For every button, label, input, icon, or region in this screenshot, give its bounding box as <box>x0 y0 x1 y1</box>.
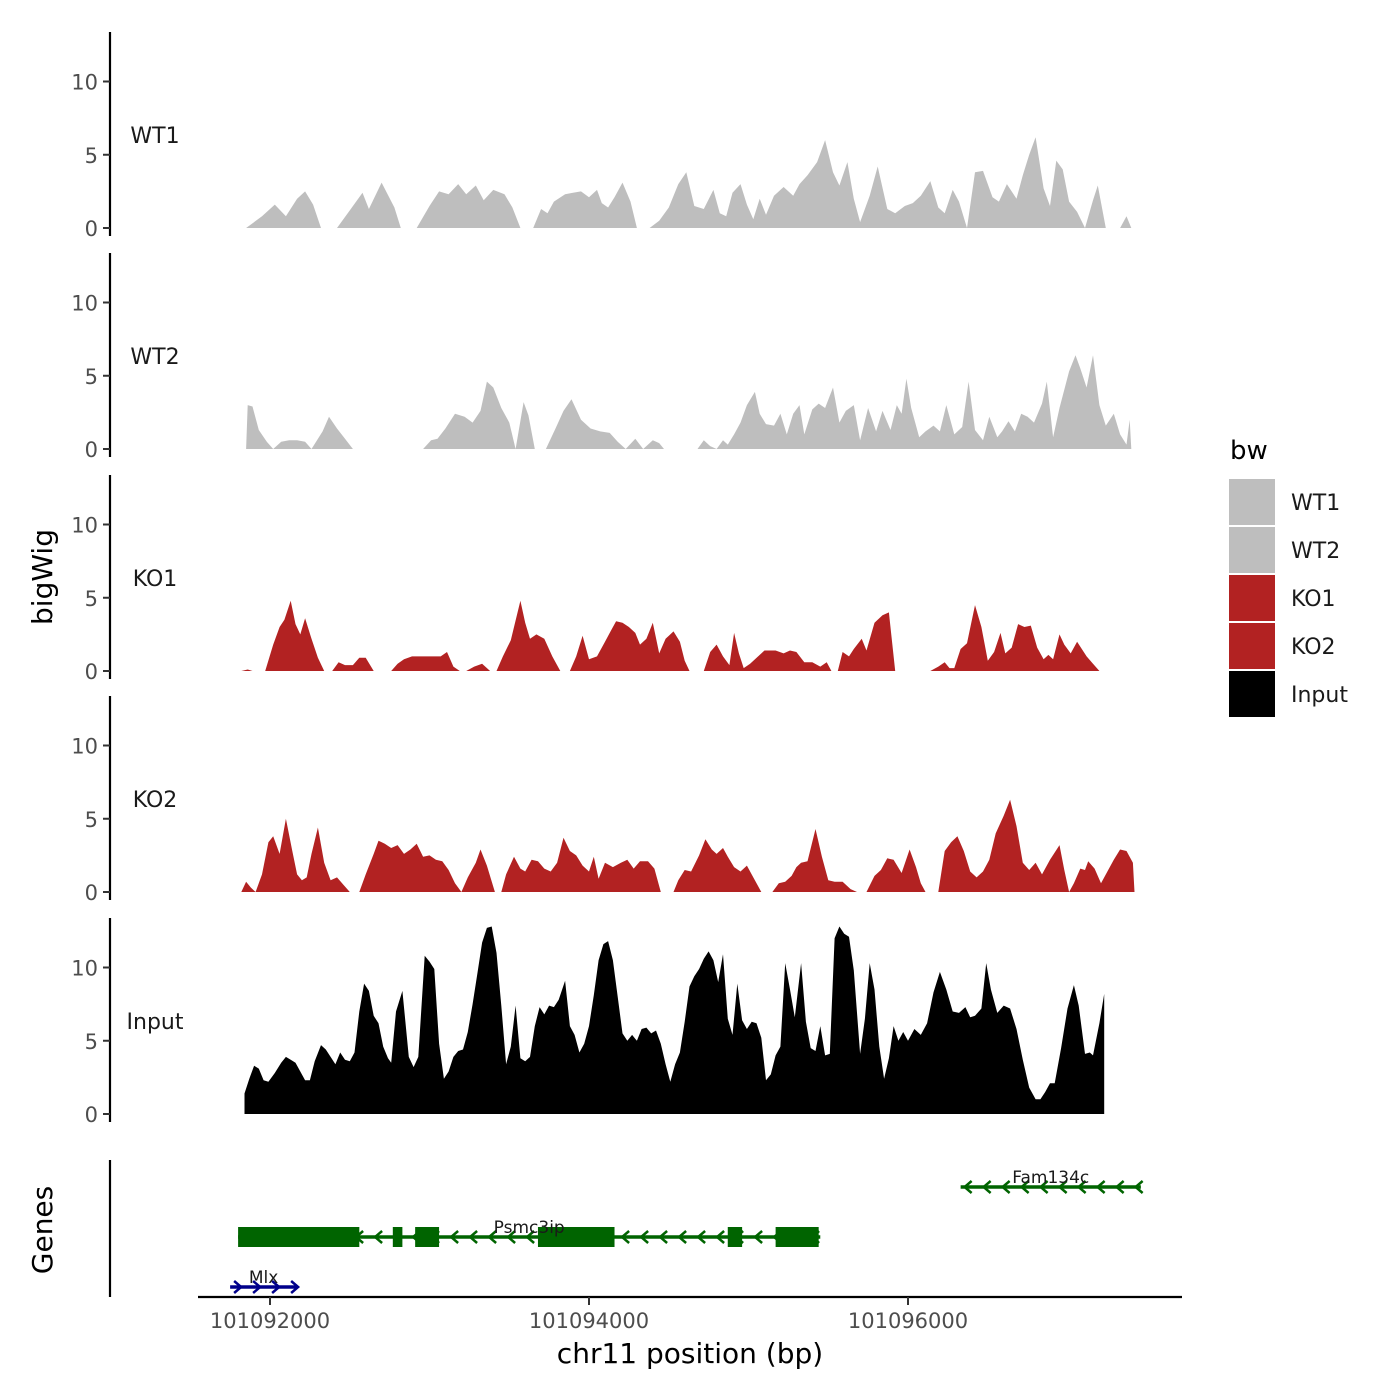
strand-arrow <box>271 1280 282 1294</box>
strand-arrow <box>1133 1180 1144 1194</box>
strand-arrow <box>373 1230 383 1244</box>
x-tick-label: 101096000 <box>848 1309 968 1333</box>
strand-arrow <box>753 1230 763 1244</box>
legend-title: bw <box>1230 436 1268 466</box>
legend-label: Input <box>1291 683 1348 708</box>
y-tick-label: 5 <box>85 587 98 611</box>
strand-arrow <box>290 1280 301 1294</box>
gene-fam134c: Fam134c <box>960 1168 1144 1194</box>
strand-arrow <box>1114 1180 1125 1194</box>
gene-label: Fam134c <box>1012 1168 1089 1188</box>
legend-swatch-ko1 <box>1229 575 1275 621</box>
exon <box>238 1227 360 1247</box>
y-tick-label: 10 <box>71 735 98 759</box>
strand-arrow <box>639 1230 649 1244</box>
strand-arrow <box>715 1230 725 1244</box>
legend-swatch-wt2 <box>1229 527 1275 573</box>
y-tick-label: 5 <box>85 365 98 389</box>
y-tick-label: 0 <box>85 1103 98 1127</box>
track-label: KO2 <box>133 788 178 813</box>
legend-label: KO1 <box>1291 587 1336 612</box>
legend-label: WT2 <box>1291 539 1340 564</box>
strand-arrow <box>1038 1180 1049 1194</box>
y-tick-label: 10 <box>71 957 98 981</box>
exon <box>415 1227 440 1247</box>
x-axis: 101092000 101094000 101096000 <box>198 1295 1182 1333</box>
strand-arrow <box>506 1230 516 1244</box>
y-tick-label: 0 <box>85 660 98 684</box>
strand-arrow <box>677 1230 687 1244</box>
y-tick-label: 5 <box>85 1030 98 1054</box>
coverage-area-ko1 <box>241 600 1100 671</box>
exon <box>392 1227 403 1247</box>
y-tick-label: 0 <box>85 217 98 241</box>
strand-arrow <box>1019 1180 1030 1194</box>
y-tick-label: 5 <box>85 808 98 832</box>
x-tick-label: 101094000 <box>529 1309 649 1333</box>
strand-arrow <box>1095 1180 1106 1194</box>
legend-swatch-wt1 <box>1229 479 1275 525</box>
legend-swatch-input <box>1229 671 1275 717</box>
strand-arrow <box>620 1230 630 1244</box>
strand-arrow <box>487 1230 497 1244</box>
gene-mlx: Mlx <box>230 1268 301 1294</box>
y-tick-label: 5 <box>85 144 98 168</box>
strand-arrow <box>658 1230 668 1244</box>
strand-arrow <box>233 1280 244 1294</box>
exon <box>727 1227 743 1247</box>
track-wt1: 0 5 10 WT1 <box>71 32 1132 241</box>
strand-arrow <box>1076 1180 1087 1194</box>
track-ko1: 0 5 10 KO1 <box>71 475 1100 684</box>
strand-arrow <box>449 1230 459 1244</box>
legend: bw WT1 WT2 KO1 KO2 Input <box>1229 436 1348 717</box>
y-axis-title: bigWig <box>26 529 59 625</box>
exon <box>775 1227 819 1247</box>
x-tick-label: 101092000 <box>210 1309 330 1333</box>
y-tick-label: 10 <box>71 71 98 95</box>
tracks: 0 5 10 WT1 0 5 10 WT2 0 5 10 KO1 0 5 10 KO2 0 5 10 Input <box>71 32 1135 1127</box>
strand-arrow <box>525 1230 535 1244</box>
y-tick-label: 0 <box>85 438 98 462</box>
legend-label: WT1 <box>1291 491 1340 516</box>
x-axis-title: chr11 position (bp) <box>557 1337 823 1370</box>
track-label: KO1 <box>133 567 178 592</box>
y-tick-label: 0 <box>85 881 98 905</box>
strand-arrow <box>1057 1180 1068 1194</box>
y-tick-label: 10 <box>71 514 98 538</box>
coverage-area-wt2 <box>246 355 1132 449</box>
coverage-area-input <box>244 926 1105 1114</box>
coverage-area-ko2 <box>241 799 1135 892</box>
exon <box>537 1227 615 1247</box>
gene-label: Mlx <box>249 1268 278 1288</box>
legend-swatch-ko2 <box>1229 623 1275 669</box>
strand-arrow <box>962 1180 973 1194</box>
track-wt2: 0 5 10 WT2 <box>71 253 1132 462</box>
y-tick-label: 10 <box>71 292 98 316</box>
track-input: 0 5 10 Input <box>71 918 1105 1127</box>
strand-arrow <box>696 1230 706 1244</box>
track-label: Input <box>127 1010 184 1035</box>
coverage-area-wt1 <box>246 137 1132 228</box>
strand-arrow <box>981 1180 992 1194</box>
genes-axis-title: Genes <box>26 1186 59 1274</box>
strand-arrow <box>1000 1180 1011 1194</box>
track-label: WT1 <box>130 124 179 149</box>
track-ko2: 0 5 10 KO2 <box>71 696 1135 905</box>
genes-track: Fam134c Psmc3ip Mlx <box>108 1160 1144 1297</box>
strand-arrow <box>252 1280 263 1294</box>
strand-arrow <box>468 1230 478 1244</box>
track-label: WT2 <box>130 345 179 370</box>
gene-psmc3ip: Psmc3ip <box>238 1218 821 1247</box>
legend-label: KO2 <box>1291 635 1336 660</box>
gene-label: Psmc3ip <box>494 1218 565 1238</box>
